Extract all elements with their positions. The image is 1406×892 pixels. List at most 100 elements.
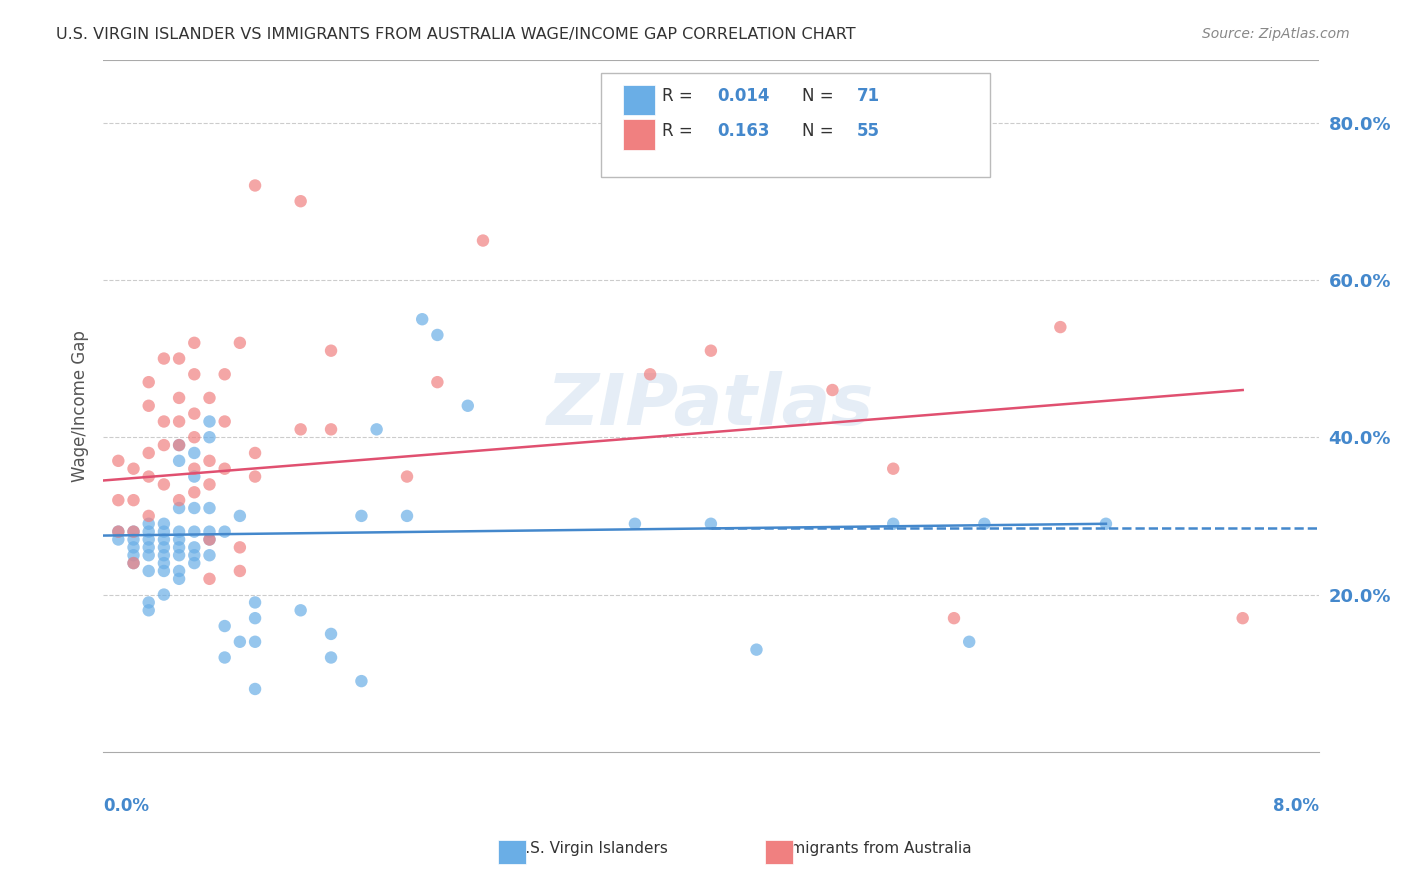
Point: [1049, 320, 1071, 334]
Point: [229, 508, 252, 523]
Point: [167, 572, 190, 586]
Point: [243, 634, 266, 648]
Point: [138, 548, 160, 562]
Point: [214, 650, 236, 665]
Point: [167, 524, 190, 539]
Point: [183, 461, 205, 475]
Point: [122, 556, 145, 570]
FancyBboxPatch shape: [623, 85, 655, 115]
Point: [138, 375, 160, 389]
Point: [411, 312, 433, 326]
Point: [198, 415, 221, 429]
Point: [138, 603, 160, 617]
Point: [198, 572, 221, 586]
Point: [1095, 516, 1118, 531]
Point: [122, 461, 145, 475]
Point: [122, 556, 145, 570]
Text: 0.0%: 0.0%: [103, 797, 149, 815]
Point: [167, 391, 190, 405]
Point: [153, 516, 176, 531]
Text: 0.014: 0.014: [717, 87, 769, 105]
Point: [153, 438, 176, 452]
Point: [167, 541, 190, 555]
Point: [290, 422, 312, 436]
Point: [882, 516, 904, 531]
Point: [183, 556, 205, 570]
Point: [457, 399, 479, 413]
Point: [198, 533, 221, 547]
Point: [183, 541, 205, 555]
Point: [183, 524, 205, 539]
Point: [138, 564, 160, 578]
Point: [153, 556, 176, 570]
Text: ZIPatlas: ZIPatlas: [547, 371, 875, 441]
Point: [350, 508, 373, 523]
Point: [153, 524, 176, 539]
Point: [107, 524, 129, 539]
Point: [426, 328, 449, 343]
Point: [183, 446, 205, 460]
Point: [153, 588, 176, 602]
Point: [122, 524, 145, 539]
Point: [198, 391, 221, 405]
Point: [167, 415, 190, 429]
Text: R =: R =: [662, 87, 693, 105]
Point: [198, 430, 221, 444]
Point: [138, 524, 160, 539]
Point: [138, 508, 160, 523]
Point: [198, 533, 221, 547]
Point: [167, 438, 190, 452]
Point: [290, 194, 312, 209]
Point: [183, 485, 205, 500]
Point: [122, 541, 145, 555]
Point: [973, 516, 995, 531]
Point: [122, 493, 145, 508]
Text: N =: N =: [801, 121, 834, 140]
Point: [214, 619, 236, 633]
Text: Immigrants from Australia: Immigrants from Australia: [772, 841, 972, 856]
Point: [167, 351, 190, 366]
Point: [183, 501, 205, 516]
Point: [426, 375, 449, 389]
FancyBboxPatch shape: [623, 120, 655, 150]
Point: [153, 548, 176, 562]
Y-axis label: Wage/Income Gap: Wage/Income Gap: [72, 330, 89, 482]
Text: N =: N =: [801, 87, 834, 105]
Point: [122, 524, 145, 539]
Point: [107, 524, 129, 539]
Point: [138, 595, 160, 609]
Point: [229, 634, 252, 648]
Point: [167, 533, 190, 547]
Point: [214, 461, 236, 475]
Text: U.S. VIRGIN ISLANDER VS IMMIGRANTS FROM AUSTRALIA WAGE/INCOME GAP CORRELATION CH: U.S. VIRGIN ISLANDER VS IMMIGRANTS FROM …: [56, 27, 856, 42]
Point: [229, 335, 252, 350]
Point: [821, 383, 844, 397]
Point: [138, 516, 160, 531]
Point: [638, 368, 661, 382]
Point: [167, 493, 190, 508]
Point: [122, 533, 145, 547]
Point: [183, 548, 205, 562]
Point: [472, 234, 495, 248]
Point: [319, 422, 342, 436]
Point: [153, 564, 176, 578]
Point: [153, 533, 176, 547]
Point: [107, 454, 129, 468]
Point: [243, 469, 266, 483]
Point: [153, 351, 176, 366]
Point: [957, 634, 980, 648]
Point: [214, 368, 236, 382]
Point: [198, 548, 221, 562]
Point: [138, 541, 160, 555]
Point: [943, 611, 966, 625]
Point: [366, 422, 388, 436]
Point: [319, 627, 342, 641]
Point: [229, 541, 252, 555]
Point: [138, 399, 160, 413]
Point: [167, 564, 190, 578]
Point: [700, 343, 723, 358]
Point: [153, 415, 176, 429]
Text: R =: R =: [662, 121, 693, 140]
Point: [214, 415, 236, 429]
FancyBboxPatch shape: [602, 73, 990, 178]
